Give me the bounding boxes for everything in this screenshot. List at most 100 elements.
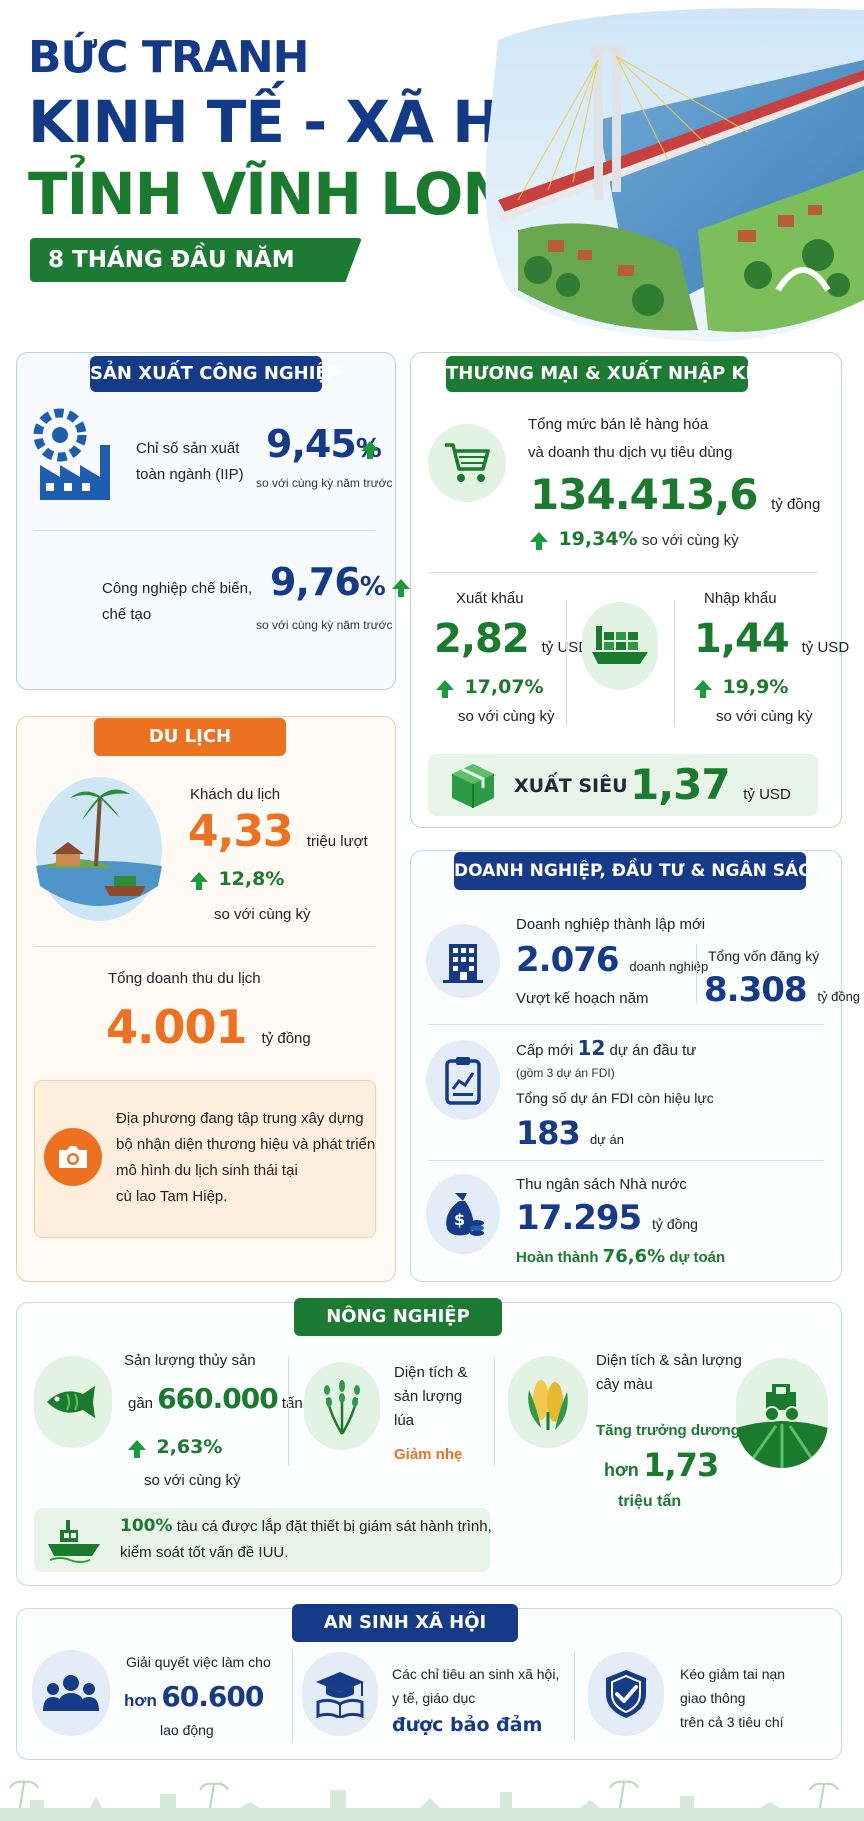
money-bag-icon-circle: $ xyxy=(426,1174,500,1254)
rice-plant-icon xyxy=(324,1380,360,1435)
tourism-title: DU LỊCH xyxy=(94,718,286,756)
box-icon xyxy=(452,764,494,808)
svg-text:$: $ xyxy=(454,1210,465,1229)
tractor-icon-circle xyxy=(736,1358,828,1468)
people-icon-circle xyxy=(32,1650,110,1736)
import-up-arrow-icon xyxy=(694,679,712,698)
office-building-icon xyxy=(443,944,483,983)
fishing-boats-line-2: kiểm soát tốt vấn đề IUU. xyxy=(120,1544,289,1561)
traffic-line-1: Kéo giảm tai nạn xyxy=(680,1666,786,1682)
budget-value: 17.295 tỷ đồng xyxy=(516,1198,698,1238)
fish-growth: 2,63% xyxy=(128,1436,222,1458)
welfare-line-2: y tế, giáo dục xyxy=(392,1690,476,1706)
retail-label-2: và doanh thu dịch vụ tiêu dùng xyxy=(528,444,733,461)
surplus-label: XUẤT SIÊU xyxy=(514,775,628,797)
iip-note: so với cùng kỳ năm trước xyxy=(256,476,393,490)
fish-icon xyxy=(47,1386,95,1418)
cart-icon-circle xyxy=(428,424,506,502)
fish-note: so với cùng kỳ xyxy=(144,1472,241,1489)
jobs-unit: lao động xyxy=(160,1722,214,1738)
visitors-note: so với cùng kỳ xyxy=(214,906,311,923)
welfare-result: được bảo đảm xyxy=(392,1714,543,1736)
rice-label-3: lúa xyxy=(394,1412,415,1429)
fish-icon-circle xyxy=(34,1356,112,1448)
mfg-up-arrow-icon xyxy=(392,579,411,597)
import-growth: 19,9% xyxy=(694,676,788,698)
graduation-cap-book-icon xyxy=(316,1672,364,1718)
shield-icon-circle xyxy=(588,1652,664,1736)
tourism-note-1: Địa phương đang tập trung xây dựng xyxy=(116,1110,364,1127)
rice-label-2: sản lượng xyxy=(394,1388,463,1405)
tourism-note-2: bộ nhận diện thương hiệu và phát triển xyxy=(116,1136,376,1153)
welfare-line-1: Các chỉ tiêu an sinh xã hội, xyxy=(392,1666,560,1682)
graduation-icon-circle xyxy=(302,1652,378,1736)
corn-icon-circle xyxy=(508,1356,588,1448)
mfg-note: so với cùng kỳ năm trước xyxy=(256,618,393,632)
visitors-up-arrow-icon xyxy=(190,871,208,890)
traffic-line-3: trên cả 3 tiêu chí xyxy=(680,1714,784,1730)
export-growth: 17,07% xyxy=(436,676,544,698)
export-label: Xuất khẩu xyxy=(456,590,524,607)
shopping-cart-icon xyxy=(445,443,490,482)
budget-label: Thu ngân sách Nhà nước xyxy=(516,1176,687,1193)
corn-icon xyxy=(528,1380,568,1430)
fishing-boat-icon xyxy=(48,1520,100,1563)
jobs-label: Giải quyết việc làm cho xyxy=(126,1654,271,1670)
tourism-revenue-label: Tổng doanh thu du lịch xyxy=(108,970,261,987)
capital-value: 8.308 tỷ đồng xyxy=(704,970,861,1010)
capital-label: Tổng vốn đăng ký xyxy=(708,948,820,964)
period-badge: 8 THÁNG ĐẦU NĂM 2026 xyxy=(30,238,362,282)
mfg-label-1: Công nghiệp chế biến, xyxy=(102,580,253,597)
header-line-3: TỈNH VĨNH LONG xyxy=(28,160,558,228)
crops-output: hơn 1,73 xyxy=(604,1446,719,1484)
factory-icon xyxy=(33,408,110,500)
fish-up-arrow-icon xyxy=(128,1439,146,1458)
ship-icon-circle xyxy=(582,602,658,690)
bridge-landscape-illustration xyxy=(485,8,864,342)
rice-label-1: Diện tích & xyxy=(394,1364,468,1381)
agriculture-title: NÔNG NGHIỆP xyxy=(294,1298,502,1336)
header-line-2: KINH TẾ - XÃ HỘI xyxy=(28,88,570,156)
budget-completion: Hoàn thành 76,6% dự toán xyxy=(516,1246,726,1267)
investment-sub: (gồm 3 dự án FDI) xyxy=(516,1066,615,1080)
visitors-value: 4,33 triệu lượt xyxy=(188,806,368,857)
new-business-value: 2.076 doanh nghiệp xyxy=(516,940,709,980)
business-title: DOANH NGHIỆP, ĐẦU TƯ & NGÂN SÁCH xyxy=(454,852,825,890)
mfg-value: 9,76% xyxy=(270,560,386,604)
fdi-label: Tổng số dự án FDI còn hiệu lực xyxy=(516,1090,714,1106)
visitors-growth: 12,8% xyxy=(190,868,284,890)
footer-skyline-decoration xyxy=(0,1780,864,1821)
industry-card xyxy=(16,352,396,690)
import-label: Nhập khẩu xyxy=(704,590,777,607)
fish-output: gần 660.000 tấn xyxy=(128,1382,303,1415)
money-bag-icon: $ xyxy=(446,1193,484,1236)
clipboard-chart-icon xyxy=(445,1057,481,1105)
tourism-note-3: mô hình du lịch sinh thái tại xyxy=(116,1162,298,1179)
crops-unit: triệu tấn xyxy=(618,1493,682,1510)
tractor-field-icon xyxy=(736,1384,828,1468)
import-value: 1,44 tỷ USD xyxy=(694,616,850,662)
crops-label-1: Diện tích & sản lượng xyxy=(596,1352,742,1369)
cargo-ship-icon xyxy=(592,626,648,664)
visitors-label: Khách du lịch xyxy=(190,786,281,803)
rice-trend: Giảm nhẹ xyxy=(394,1446,463,1463)
camera-icon-circle xyxy=(44,1128,102,1186)
iip-label-1: Chỉ số sản xuất xyxy=(136,440,240,457)
retail-value: 134.413,6 tỷ đồng xyxy=(530,470,821,519)
fishing-boats-box xyxy=(34,1508,490,1572)
mfg-label-2: chế tạo xyxy=(102,606,152,623)
shield-check-icon xyxy=(606,1670,646,1718)
traffic-line-2: giao thông xyxy=(680,1690,746,1706)
social-title: AN SINH XÃ HỘI xyxy=(292,1604,518,1642)
rice-icon-circle xyxy=(304,1362,380,1450)
jobs-value-line: hơn 60.600 xyxy=(124,1680,264,1713)
crops-trend: Tăng trưởng dương, xyxy=(596,1422,745,1439)
new-business-note: Vượt kế hoạch năm xyxy=(516,990,649,1007)
fishing-boats-line-1: 100% tàu cá được lắp đặt thiết bị giám s… xyxy=(120,1516,492,1536)
header-line-1: BỨC TRANH xyxy=(28,32,310,83)
fdi-value: 183 dự án xyxy=(516,1114,624,1152)
trade-title: THƯƠNG MẠI & XUẤT NHẬP KHẨU xyxy=(446,356,789,392)
surplus-value: 1,37 tỷ USD xyxy=(630,760,791,809)
tourism-note-4: cù lao Tam Hiệp. xyxy=(116,1188,228,1205)
island-illustration xyxy=(36,777,162,921)
